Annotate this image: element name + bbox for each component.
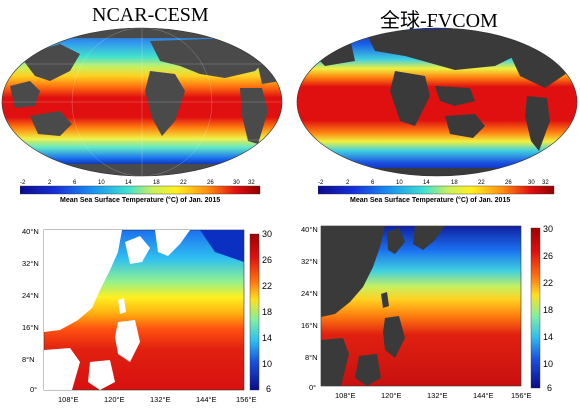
cbar-tick: 2 [346,180,350,186]
vbar-tick: 10 [543,359,553,369]
land-philippines [115,320,140,362]
cbar-tick: 6 [371,180,375,186]
lon-label: 120°E [381,391,402,400]
cbar-tick: 22 [180,180,187,186]
cbar-tick: 2 [48,180,52,186]
lat-label: 24°N [22,291,39,300]
vertical-colorbar [530,227,541,389]
land-korea [387,228,405,254]
lat-label: 24°N [301,289,318,298]
land-borneo [355,354,381,386]
land-indochina [44,348,80,390]
land-indochina [321,338,349,386]
lon-label: 132°E [427,391,448,400]
land-north-america-west [305,38,355,66]
land-taiwan [118,298,126,314]
lat-label: 40°N [22,227,39,236]
land-south-america [525,96,550,151]
land-korea [125,236,150,264]
lon-label: 132°E [150,395,171,404]
vbar-tick: 26 [262,255,272,265]
lon-label: 144°E [473,391,494,400]
lon-label: 156°E [236,395,257,404]
vbar-tick: 18 [543,305,553,315]
vbar-tick: 22 [262,281,272,291]
lon-label: 156°E [511,391,532,400]
land-japan [413,226,445,250]
lat-label: 32°N [22,259,39,268]
land-borneo [88,360,115,390]
lon-label: 108°E [58,395,79,404]
land-africa [145,71,185,136]
vbar-tick: 26 [543,251,553,261]
colorbar-label-fvcom: Mean Sea Surface Temperature (°C) of Jan… [350,197,511,204]
land-china [321,226,385,317]
cbar-tick: 30 [233,180,240,186]
land-philippines [383,316,405,358]
global-map-fvcom [296,27,578,177]
cbar-tick: 32 [248,180,255,186]
land-maritime-asia [435,86,475,106]
cbar-tick: 10 [98,180,105,186]
vbar-tick: 14 [262,333,272,343]
cbar-tick: -2 [20,180,26,186]
lat-label: 0° [309,383,316,392]
vbar-tick: 30 [543,224,553,234]
vbar-tick: 6 [266,384,271,394]
vbar-tick: 22 [543,278,553,288]
land-japan [155,230,190,256]
cbar-tick: 32 [542,180,549,186]
colorbar-fvcom: -2 2 6 10 14 18 22 26 30 32 [318,180,555,195]
land-taiwan [381,292,389,308]
title-ncar-cesm: NCAR-CESM [92,4,209,26]
land-australia [445,114,485,138]
land-china [44,230,122,332]
vbar-tick: 18 [262,307,272,317]
lat-label: 8°N [22,355,35,364]
lat-label: 0° [30,385,37,394]
cbar-tick: 26 [207,180,214,186]
land-eurasia [365,28,535,70]
cbar-tick: 6 [73,180,77,186]
global-map-ncar-cesm [1,27,283,177]
lon-label: 120°E [104,395,125,404]
vbar-tick: 30 [262,229,272,239]
cbar-tick: -2 [318,180,324,186]
vertical-colorbar [249,233,260,391]
cbar-tick: 30 [528,180,535,186]
cbar-tick: 10 [396,180,403,186]
land-australia [30,111,72,136]
vbar-tick: 6 [547,383,552,393]
cbar-tick: 18 [451,180,458,186]
regional-map-ncar-cesm: 40°N 32°N 24°N 16°N 8°N 0° 108°E 120°E 1… [22,227,272,404]
lat-label: 16°N [301,321,318,330]
lat-label: 16°N [22,323,39,332]
regional-map-fvcom: 40°N 32°N 24°N 16°N 8°N 0° 108°E 120°E 1… [301,224,553,400]
lat-label: 8°N [305,353,318,362]
lon-label: 108°E [335,391,356,400]
lat-label: 32°N [301,257,318,266]
vbar-tick: 14 [543,332,553,342]
lat-label: 40°N [301,225,318,234]
cbar-tick: 14 [125,180,132,186]
cbar-tick: 18 [153,180,160,186]
cbar-tick: 26 [505,180,512,186]
title-global-fvcom: 全球-FVCOM [380,10,498,32]
vbar-tick: 10 [262,359,272,369]
land-maritime-asia [10,81,40,108]
colorbar-label-ncar-cesm: Mean Sea Surface Temperature (°C) of Jan… [60,197,221,204]
land-africa [390,71,430,126]
cbar-tick: 14 [423,180,430,186]
colorbar-ncar-cesm: -2 2 6 10 14 18 22 26 30 32 [20,180,261,195]
lon-label: 144°E [196,395,217,404]
cbar-tick: 22 [478,180,485,186]
